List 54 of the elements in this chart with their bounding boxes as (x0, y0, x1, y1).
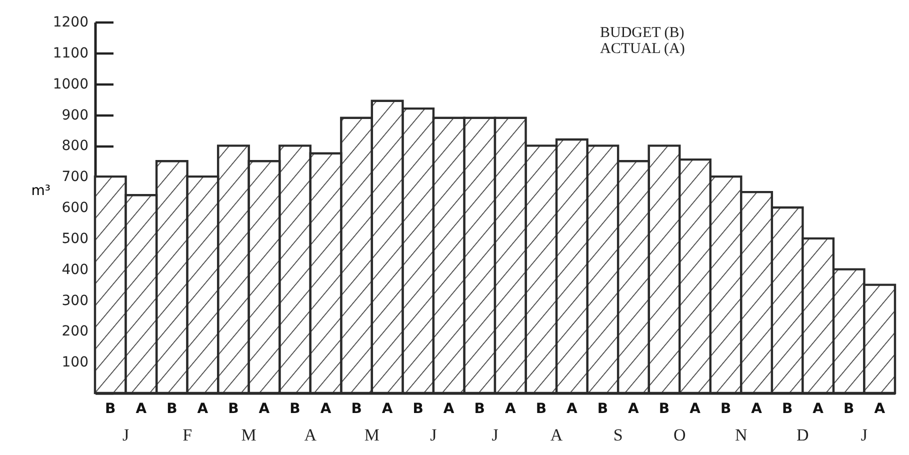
x-tick-label: J (492, 426, 499, 444)
x-tick-label: O (673, 426, 686, 444)
text: A (690, 401, 700, 417)
text: B (290, 401, 300, 417)
text: A (566, 401, 578, 417)
x-tick-label: J (860, 426, 868, 444)
text: B (166, 401, 178, 417)
y-tick-label: 1200 (52, 14, 88, 30)
x-tick-label: D (796, 426, 809, 444)
y-tick-label: 1100 (52, 45, 88, 62)
text: B (844, 401, 854, 417)
text: A (320, 401, 332, 417)
text: A (751, 401, 762, 417)
series-label: A (136, 401, 147, 417)
text: B (720, 401, 732, 417)
text: A (258, 401, 270, 417)
text: A (812, 401, 824, 417)
y-tick-label: 700 (62, 169, 88, 186)
y-tick-label: 800 (62, 138, 88, 154)
x-tick-label: J (122, 426, 130, 444)
x-tick-label: A (304, 426, 318, 444)
annotation: ACTUAL (A) (600, 41, 685, 57)
series-label: B (105, 401, 116, 417)
text: A (382, 401, 393, 417)
text: B (597, 401, 608, 417)
y-tick-label: 900 (62, 107, 88, 124)
x-tick-label: M (364, 426, 380, 444)
x-tick-label: M (241, 426, 256, 444)
text: A (628, 401, 639, 417)
x-tick-label: F (182, 426, 192, 444)
y-tick-label: 300 (62, 292, 88, 309)
text: B (782, 401, 793, 417)
text: B (536, 401, 546, 417)
text: B (474, 401, 485, 417)
text: B (351, 401, 362, 417)
x-tick-label: S (613, 426, 623, 444)
text: A (443, 401, 454, 417)
annotation: BUDGET (B) (600, 25, 684, 41)
x-tick-label: N (735, 426, 748, 444)
y-tick-label: 600 (62, 200, 88, 216)
text: A (874, 401, 886, 417)
y-tick-label: 200 (62, 324, 88, 340)
text: B (412, 401, 424, 417)
y-axis-title: m³ (31, 183, 50, 199)
text: A (504, 401, 516, 417)
y-tick-label: 1000 (52, 76, 88, 92)
text: B (228, 401, 239, 417)
x-tick-label: A (550, 426, 564, 444)
text: A (197, 401, 208, 417)
x-tick-label: J (430, 426, 438, 444)
y-tick-label: 500 (62, 230, 88, 247)
text: B (658, 401, 670, 417)
y-tick-label: 400 (62, 262, 88, 278)
y-tick-label: 100 (62, 354, 88, 371)
